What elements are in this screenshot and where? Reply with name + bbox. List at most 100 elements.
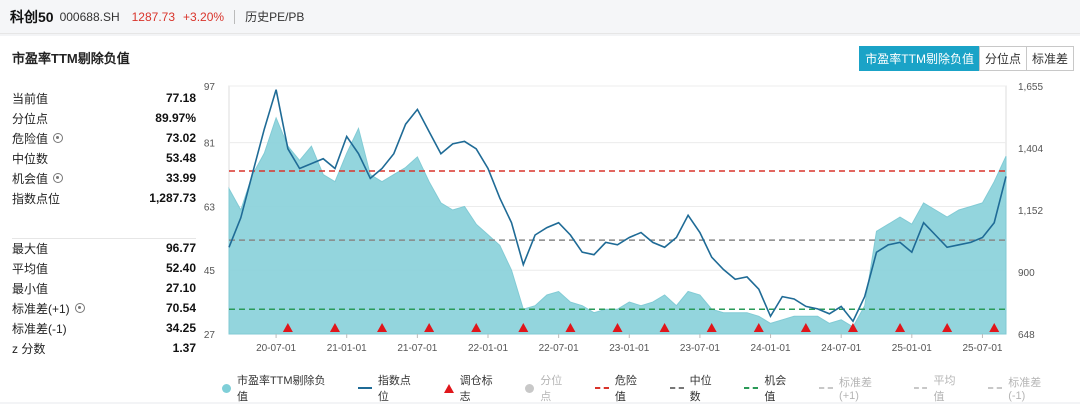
rebalance-signal [612,323,623,332]
stat-row: 当前值 77.18 [12,88,196,108]
legend-item[interactable]: 市盈率TTM剔除负值 [222,372,336,404]
index-change: +3.20% [183,9,225,24]
rebalance-signal [377,323,388,332]
dash-icon [595,387,609,389]
dash-icon [744,387,759,389]
rebalance-signal [329,323,340,332]
legend-item[interactable]: 标准差(-1) [988,374,1058,402]
x-tick: 21-07-01 [397,343,437,354]
stat-value: 27.10 [165,281,196,295]
x-tick: 22-07-01 [539,343,579,354]
legend-item[interactable]: 平均值 [913,372,967,404]
legend-item[interactable]: 调仓标志 [443,372,504,404]
legend-label: 标准差(-1) [1008,377,1042,402]
stat-value: 33.99 [165,171,196,185]
gear-icon[interactable] [74,303,85,313]
stat-value: 52.40 [165,261,196,275]
stat-row: z 分数 1.37 [12,338,196,358]
dash-icon [913,387,928,389]
rebalance-signal [424,323,435,332]
stat-label: 最小值 [12,281,49,296]
index-price: 1287.73 [131,9,176,24]
legend-item[interactable]: 危险值 [595,372,648,404]
rebalance-signal [753,323,764,332]
segment-1[interactable]: 分位点 [978,46,1027,71]
valuation-chart: 97 81 63 45 27 1,655 1,404 1,152 900 648 20-07-01 2… [204,82,1044,354]
legend-label: 市盈率TTM剔除负值 [236,375,326,403]
pe-area-series [228,116,1007,335]
stat-label: 指数点位 [12,191,61,206]
legend-item[interactable]: 指数点位 [357,372,422,404]
stat-value: 96.77 [165,241,196,255]
stat-row: 机会值 33.99 [12,168,196,188]
index-code: 000688.SH [59,9,120,24]
index-name: 科创50 [10,8,54,25]
segment-2[interactable]: 标准差 [1025,46,1074,71]
stat-label: 平均值 [12,261,49,276]
legend-label: 调仓标志 [459,375,493,403]
rebalance-signal [847,323,858,332]
legend-item[interactable]: 机会值 [744,372,797,404]
gear-icon[interactable] [53,173,64,183]
stat-label: 标准差(+1) [12,300,85,317]
gear-icon[interactable] [53,133,64,143]
x-tick: 24-01-01 [751,343,791,354]
dash-icon [988,387,1003,389]
rebalance-signal [942,323,953,332]
stat-label: 当前值 [12,91,49,106]
stat-row: 指数点位 1,287.73 [12,188,196,208]
legend-label: 分位点 [540,375,563,403]
stat-label: 中位数 [12,151,49,166]
legend-label: 平均值 [933,375,956,403]
stat-row: 最大值 96.77 [12,238,196,258]
stat-value: 77.18 [165,91,196,105]
y-left-tick: 45 [204,266,216,277]
x-tick: 25-01-01 [892,343,932,354]
y-left-tick: 97 [204,82,216,93]
stat-label: z 分数 [12,341,46,356]
y-right-tick: 1,152 [1018,206,1043,217]
stat-label: 最大值 [12,241,49,256]
y-right-tick: 1,655 [1018,82,1043,93]
line-icon [357,387,372,389]
legend-item[interactable]: 分位点 [525,372,573,404]
rebalance-signal [471,323,482,332]
y-left-tick: 63 [204,202,216,213]
x-tick: 23-01-01 [609,343,649,354]
y-right-tick: 648 [1018,330,1035,341]
y-right-tick: 1,404 [1018,144,1043,155]
x-tick: 23-07-01 [680,343,720,354]
rebalance-signal [800,323,811,332]
dot-icon [525,383,535,393]
stats-divider [12,238,196,239]
legend-item[interactable]: 中位数 [669,372,723,404]
y-left-tick: 27 [204,330,216,341]
stat-row: 最小值 27.10 [12,278,196,298]
dot-icon [222,383,231,393]
segment-0[interactable]: 市盈率TTM剔除负值 [859,46,980,71]
stat-value: 89.97% [155,111,196,125]
x-tick: 21-01-01 [327,343,367,354]
stat-value: 1.37 [172,341,196,355]
legend-label: 危险值 [614,375,637,403]
index-line-series [228,89,1007,323]
stat-row: 中位数 53.48 [12,148,196,168]
tab-history-pe-pb[interactable]: 历史PE/PB [245,10,305,24]
legend-label: 中位数 [689,375,712,403]
legend-label: 机会值 [764,375,787,403]
stat-label: 机会值 [12,170,64,187]
stat-row: 分位点 89.97% [12,108,196,128]
y-left-tick: 81 [204,139,216,150]
rebalance-signal [518,323,529,332]
divider [234,9,236,24]
x-tick: 24-07-01 [821,343,861,354]
triangle-icon [443,383,454,393]
legend-item[interactable]: 标准差(+1) [819,374,891,402]
y-right-tick: 900 [1018,268,1035,279]
stat-row: 标准差(-1) 34.25 [12,318,196,338]
stat-value: 70.54 [165,301,196,315]
metric-segment: 市盈率TTM剔除负值 分位点 标准差 [859,46,1074,71]
legend-label: 标准差(+1) [839,377,873,402]
x-tick: 22-01-01 [468,343,508,354]
stats-bottom: 最大值 96.77 平均值 52.40 最小值 27.10 标准差(+1) 70.54 标准差(… [12,238,196,358]
